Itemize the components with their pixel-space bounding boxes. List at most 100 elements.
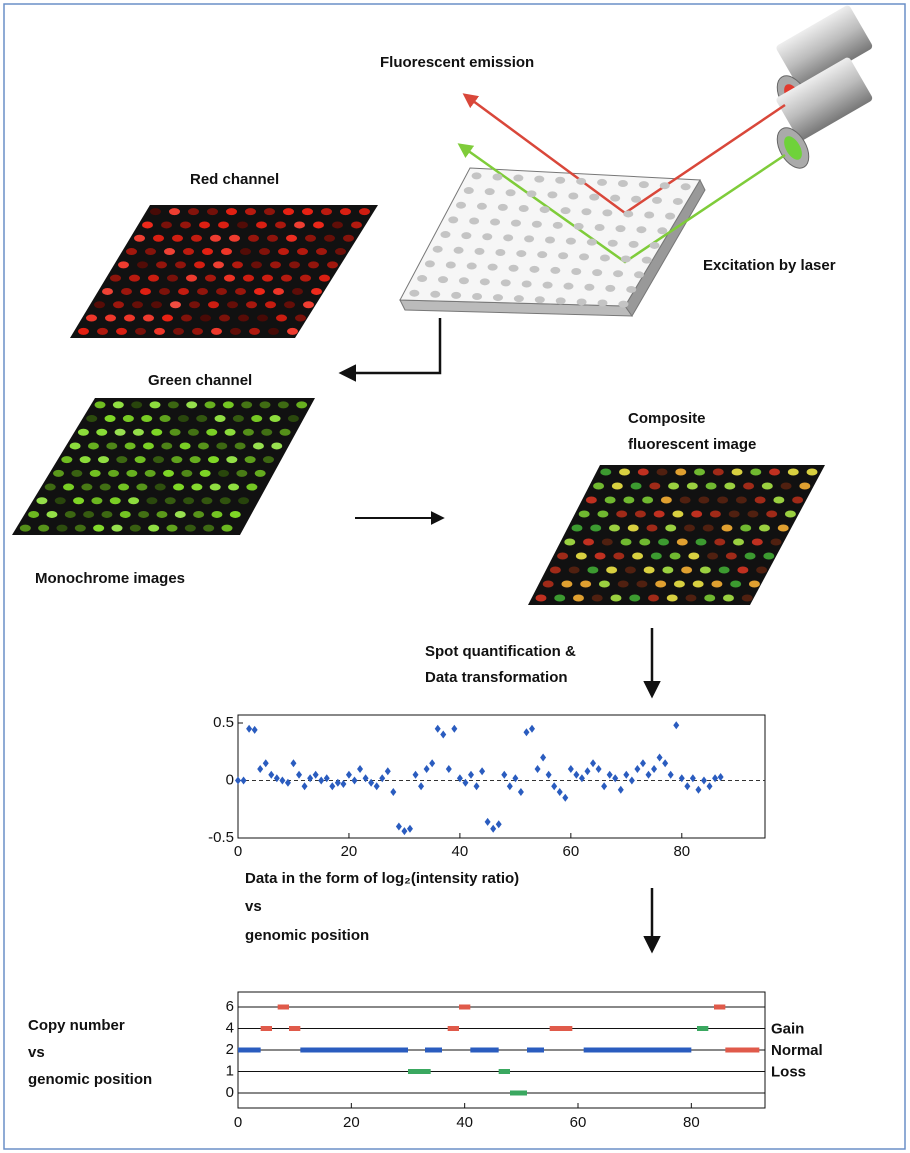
spot xyxy=(221,525,232,532)
spot xyxy=(579,511,590,518)
spot xyxy=(550,267,560,274)
spot xyxy=(750,469,761,476)
spot xyxy=(469,217,479,224)
spot xyxy=(181,315,192,322)
spot xyxy=(207,208,218,215)
spot xyxy=(660,182,670,189)
segment xyxy=(697,1026,708,1031)
spot xyxy=(154,328,165,335)
spot xyxy=(116,456,127,463)
spot xyxy=(555,177,565,184)
spot xyxy=(53,470,64,477)
spot xyxy=(278,401,289,408)
label: vs xyxy=(28,1044,45,1061)
spot xyxy=(201,497,212,504)
spot xyxy=(532,221,542,228)
spot xyxy=(170,301,181,308)
spot xyxy=(121,288,132,295)
spot xyxy=(506,189,516,196)
spot xyxy=(61,456,72,463)
spot xyxy=(335,248,346,255)
spot xyxy=(745,553,756,560)
point xyxy=(474,782,480,790)
spot xyxy=(213,261,224,268)
spot xyxy=(319,275,330,282)
spot xyxy=(788,469,799,476)
spot xyxy=(485,188,495,195)
point xyxy=(596,765,602,773)
spot xyxy=(733,539,744,546)
spot xyxy=(642,257,652,264)
spot xyxy=(163,470,174,477)
point xyxy=(707,782,713,790)
spot xyxy=(287,328,298,335)
illustration xyxy=(12,4,874,950)
spot xyxy=(652,197,662,204)
spot xyxy=(270,415,281,422)
spot xyxy=(128,497,139,504)
spot xyxy=(73,497,84,504)
spot xyxy=(535,296,545,303)
spot xyxy=(490,219,500,226)
spot xyxy=(593,483,604,490)
point xyxy=(318,777,324,785)
spot xyxy=(308,261,319,268)
spot xyxy=(657,469,668,476)
diagram: Fluorescent emission Red channel Excitat… xyxy=(0,0,910,1153)
spot xyxy=(568,193,578,200)
segment xyxy=(238,1048,261,1053)
spot xyxy=(446,261,456,268)
spot xyxy=(519,205,529,212)
spot xyxy=(711,581,722,588)
point xyxy=(246,725,252,733)
spot xyxy=(623,210,633,217)
y-tick-label: 2 xyxy=(226,1041,234,1058)
spot xyxy=(522,281,532,288)
label: Copy number xyxy=(28,1017,125,1034)
spot xyxy=(661,497,672,504)
spot xyxy=(118,484,129,491)
spot xyxy=(283,208,294,215)
spot xyxy=(110,275,121,282)
spot xyxy=(256,221,267,228)
point xyxy=(568,765,574,773)
spot xyxy=(493,294,503,301)
point xyxy=(346,771,352,779)
spot xyxy=(236,470,247,477)
x-tick-label: 80 xyxy=(683,1114,700,1131)
segment xyxy=(261,1026,272,1031)
spot xyxy=(267,235,278,242)
spot xyxy=(238,497,249,504)
spot xyxy=(140,288,151,295)
x-tick-label: 0 xyxy=(234,1114,242,1131)
x-tick-label: 60 xyxy=(570,1114,587,1131)
spot xyxy=(106,442,117,449)
segment xyxy=(425,1048,442,1053)
spot xyxy=(693,581,704,588)
spot xyxy=(691,511,702,518)
label: genomic position xyxy=(28,1071,152,1088)
spot xyxy=(208,301,219,308)
point xyxy=(429,759,435,767)
spot xyxy=(113,301,124,308)
spot xyxy=(148,275,159,282)
spot xyxy=(729,511,740,518)
spot xyxy=(737,567,748,574)
point xyxy=(351,777,357,785)
spot xyxy=(636,226,646,233)
spot xyxy=(654,511,665,518)
spot xyxy=(529,266,539,273)
spot xyxy=(28,511,39,518)
spot xyxy=(143,442,154,449)
spot xyxy=(534,176,544,183)
spot xyxy=(200,470,211,477)
spot xyxy=(237,221,248,228)
spot xyxy=(150,208,161,215)
spot xyxy=(95,401,106,408)
spot xyxy=(649,483,660,490)
spot xyxy=(90,470,101,477)
x-tick-label: 20 xyxy=(341,843,358,860)
spot xyxy=(151,429,162,436)
spot xyxy=(130,525,141,532)
spot xyxy=(587,567,598,574)
